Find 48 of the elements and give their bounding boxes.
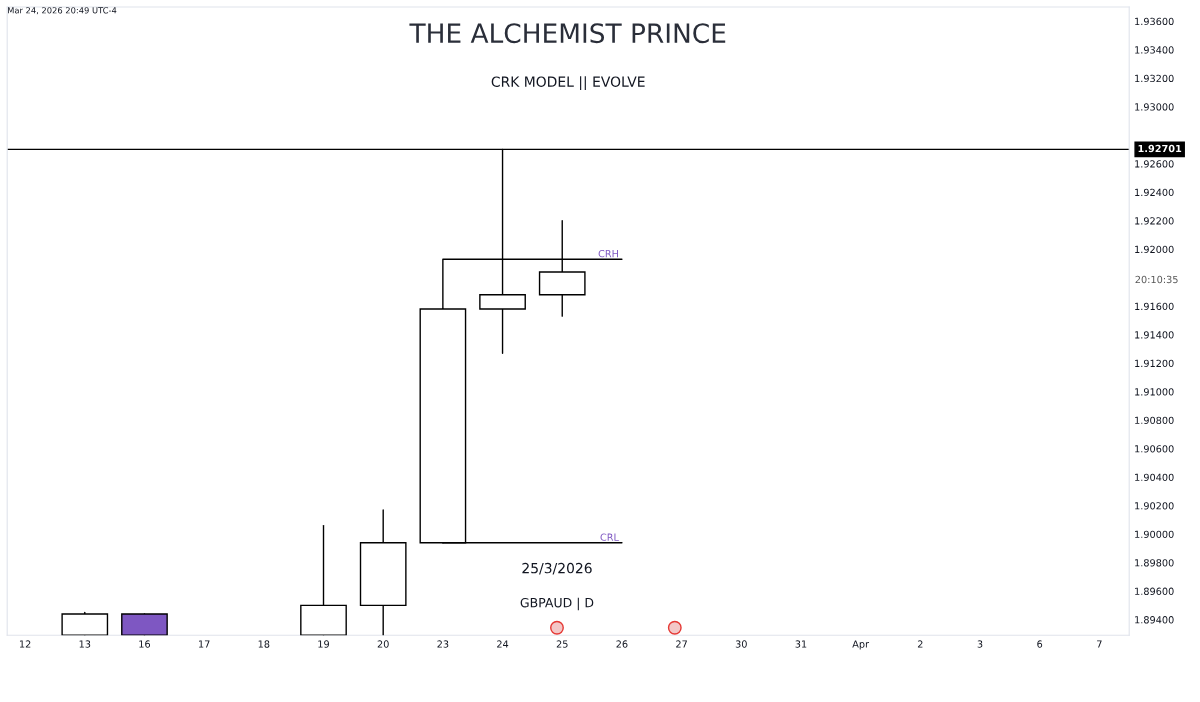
annotation: 25/3/2026 xyxy=(522,562,592,575)
x-tick-label: 20 xyxy=(377,640,389,648)
x-tick-label: 3 xyxy=(977,640,983,648)
y-tick-label: 1.92600 xyxy=(1135,160,1174,168)
y-tick-label: 1.92200 xyxy=(1135,217,1174,225)
x-tick-label: 19 xyxy=(318,640,330,648)
y-tick-label: 1.91000 xyxy=(1135,388,1174,396)
y-tick-label: 1.90600 xyxy=(1135,445,1174,453)
y-tick-label: 1.93600 xyxy=(1135,17,1174,26)
y-tick-label: 1.90400 xyxy=(1135,473,1174,481)
x-tick-label: 17 xyxy=(199,640,210,648)
y-tick-label: 1.90800 xyxy=(1135,416,1174,425)
x-tick-label: 7 xyxy=(1097,640,1102,648)
y-tick-label: 1.89400 xyxy=(1135,616,1174,624)
series-label: CRL xyxy=(600,533,619,541)
x-tick-label: 27 xyxy=(676,640,687,648)
x-tick-label: 18 xyxy=(258,640,270,648)
x-tick-label: Apr xyxy=(852,640,870,650)
text: 20:10:35 xyxy=(1135,275,1178,284)
x-tick-label: 12 xyxy=(19,640,31,648)
y-tick-label: 1.90000 xyxy=(1135,530,1174,538)
x-tick-label: 30 xyxy=(735,640,747,648)
annotation: GBPAUD | D xyxy=(520,597,594,611)
y-tick-label: 1.92400 xyxy=(1135,188,1174,197)
x-tick-label: 16 xyxy=(139,640,151,648)
y-tick-label: 1.93400 xyxy=(1135,46,1174,54)
x-tick-label: 25 xyxy=(556,640,568,648)
y-tick-label: 1.91600 xyxy=(1135,302,1174,311)
ref-line-label: 1.92701 xyxy=(1138,144,1182,153)
y-tick-label: 1.90200 xyxy=(1135,502,1174,510)
y-tick-label: 1.93200 xyxy=(1135,74,1174,83)
y-tick-label: 1.93000 xyxy=(1135,103,1174,111)
y-tick-label: 1.91200 xyxy=(1135,359,1174,368)
x-tick-label: 24 xyxy=(497,640,509,648)
chart-title: THE ALCHEMIST PRINCE xyxy=(409,23,726,44)
y-tick-label: 1.89800 xyxy=(1135,559,1174,567)
x-tick-label: 2 xyxy=(917,640,923,648)
series-label: CRH xyxy=(598,249,618,258)
x-tick-label: 31 xyxy=(795,640,807,648)
x-tick-label: 6 xyxy=(1037,640,1043,648)
x-tick-label: 23 xyxy=(437,640,449,648)
x-tick-label: 26 xyxy=(616,640,628,648)
y-tick-label: 1.89600 xyxy=(1135,587,1174,595)
text: CRK MODEL || EVOLVE xyxy=(491,76,645,91)
x-tick-label: 13 xyxy=(79,640,91,648)
y-tick-label: 1.92000 xyxy=(1135,245,1174,254)
annotation: Mar 24, 2026 20:49 UTC-4 xyxy=(8,7,117,15)
y-tick-label: 1.91400 xyxy=(1135,331,1174,339)
